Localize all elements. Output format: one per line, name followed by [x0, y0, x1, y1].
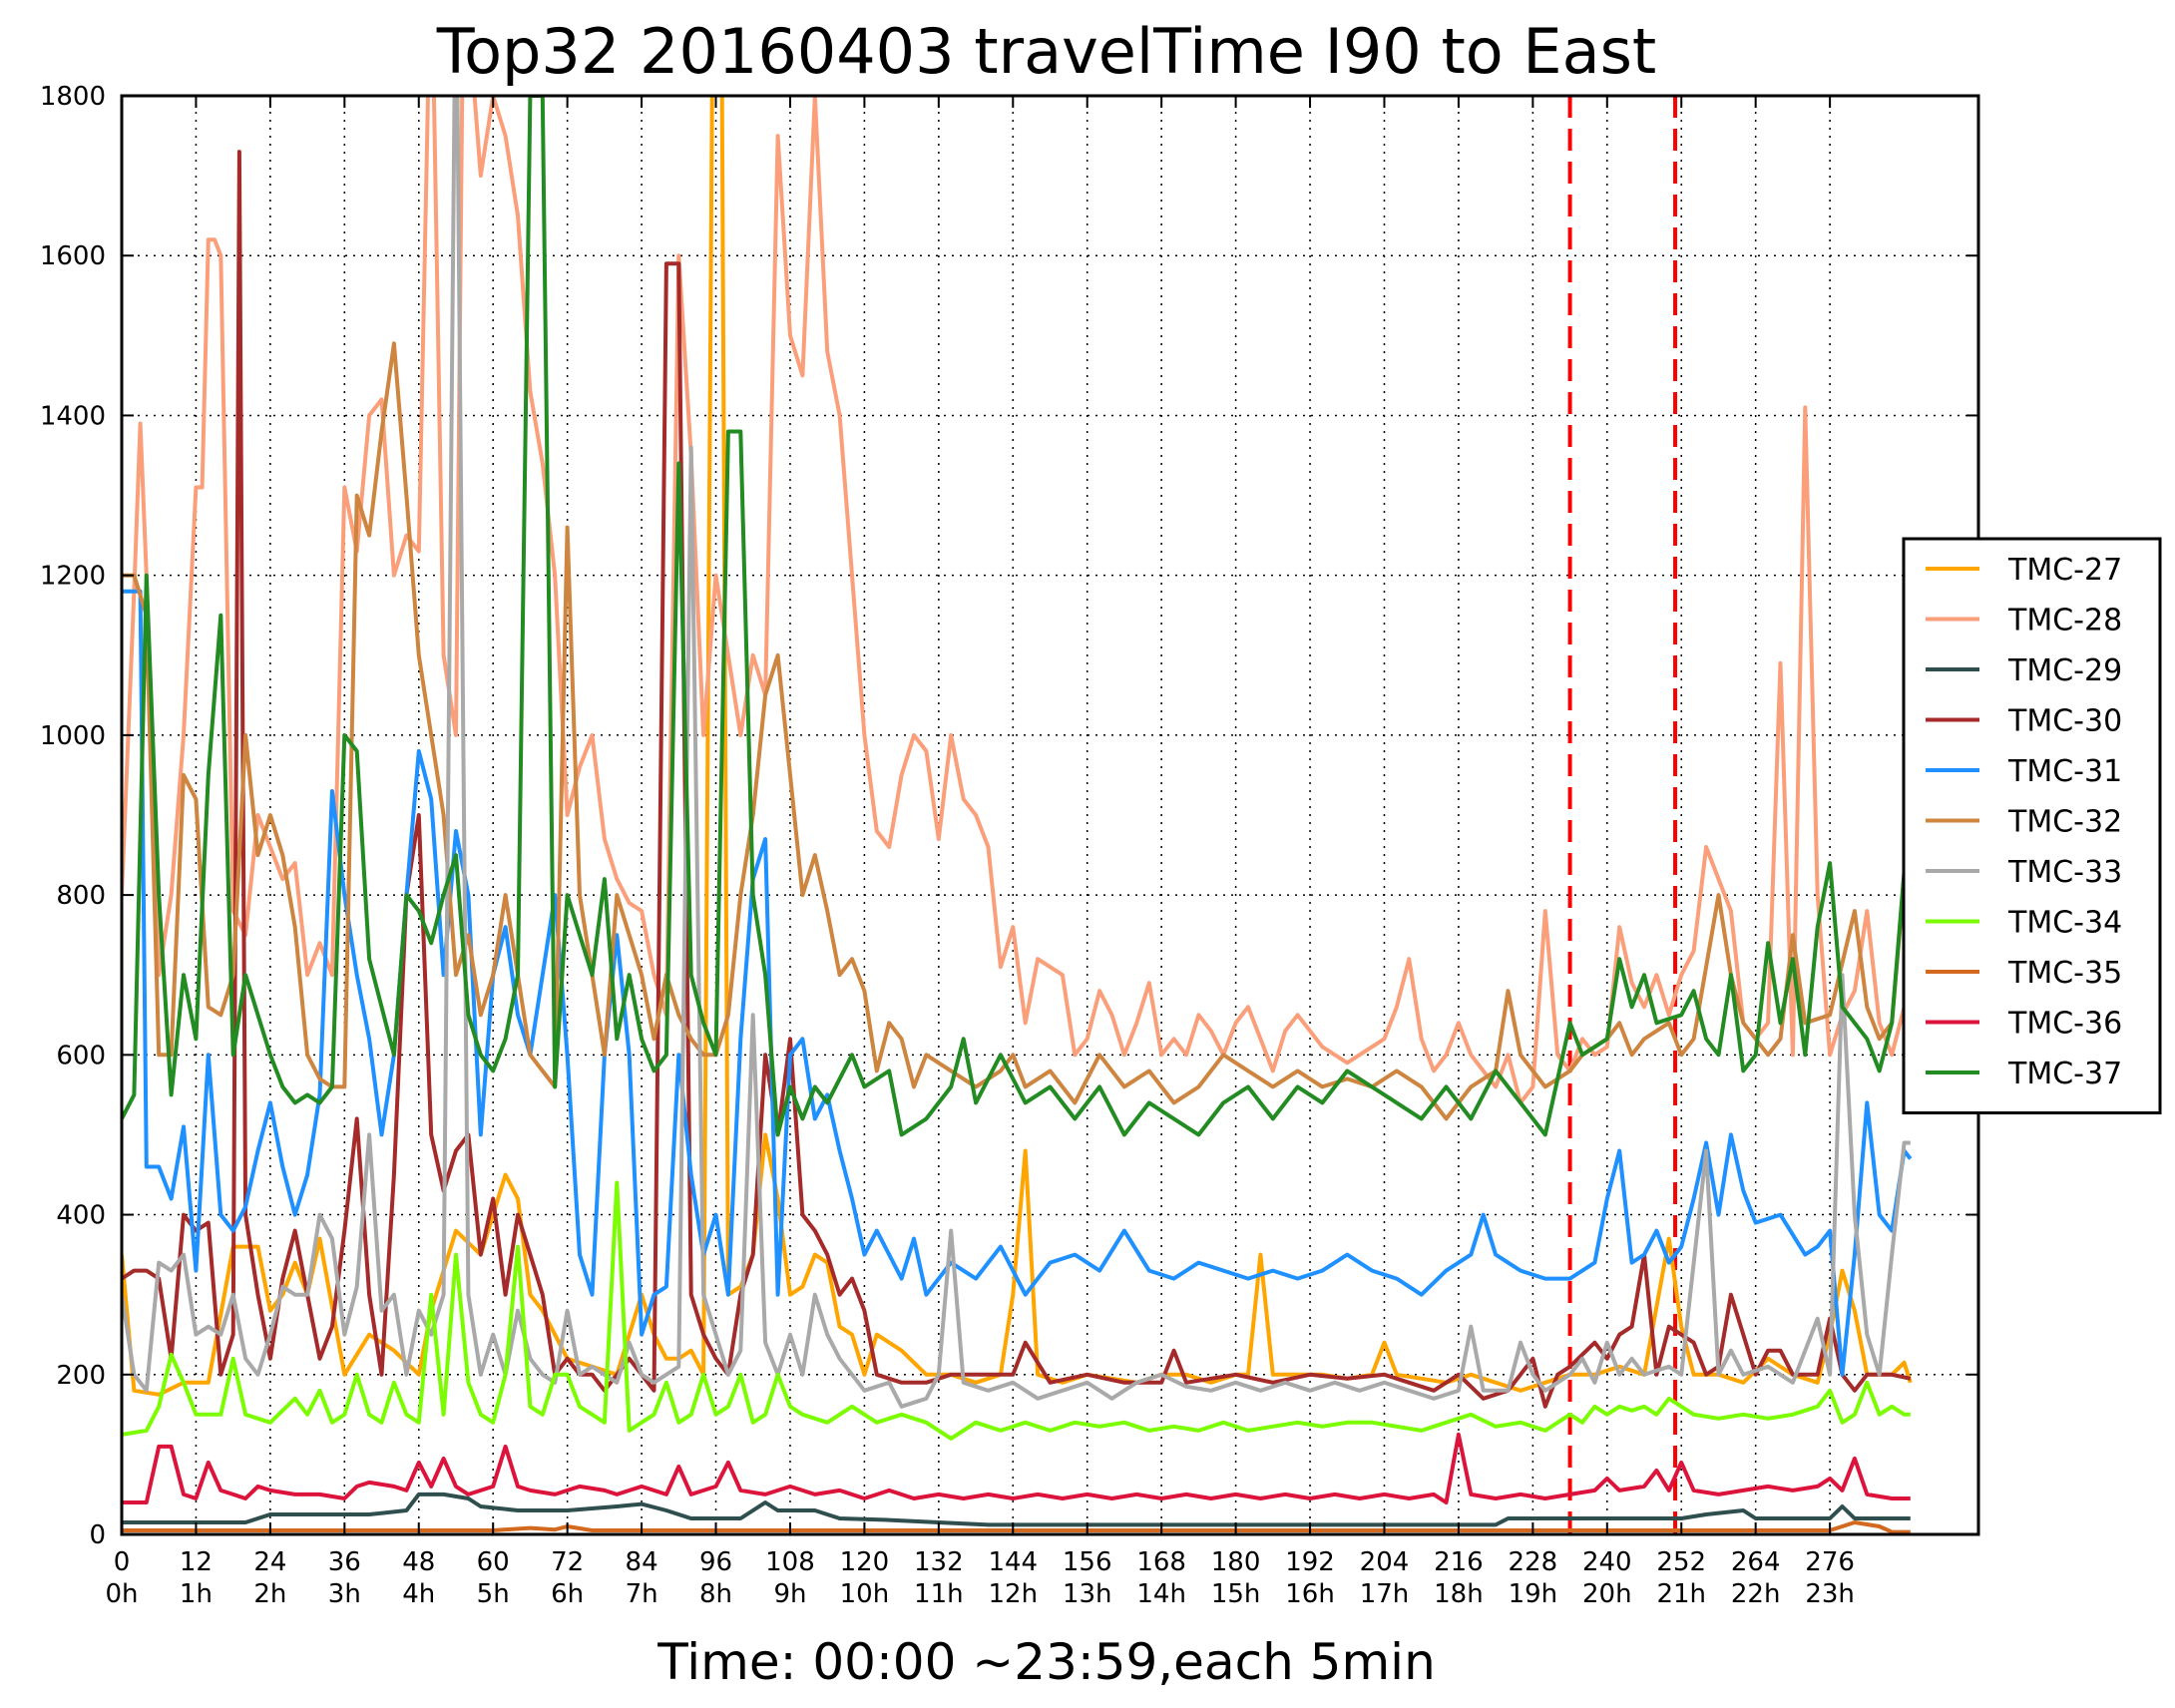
- chart-title: Top32 20160403 travelTime I90 to East: [436, 15, 1656, 88]
- x-tick-label: 96: [699, 1547, 732, 1577]
- x-tick-label-hour: 6h: [551, 1579, 584, 1609]
- x-tick-label-hour: 0h: [105, 1579, 138, 1609]
- x-tick-label-hour: 16h: [1285, 1579, 1335, 1609]
- y-tick-label: 1400: [40, 401, 106, 431]
- x-tick-label: 144: [988, 1547, 1038, 1577]
- y-tick-label: 1000: [40, 721, 106, 751]
- x-tick-label-hour: 17h: [1360, 1579, 1410, 1609]
- x-tick-label: 132: [914, 1547, 964, 1577]
- x-tick-label-hour: 18h: [1434, 1579, 1484, 1609]
- x-tick-label: 228: [1509, 1547, 1558, 1577]
- x-tick-label: 48: [402, 1547, 435, 1577]
- legend-label: TMC-32: [2007, 805, 2122, 840]
- y-tick-label: 1800: [40, 82, 106, 112]
- x-tick-label: 24: [253, 1547, 286, 1577]
- legend-label: TMC-35: [2007, 956, 2122, 991]
- legend-label: TMC-28: [2007, 604, 2122, 639]
- series-line-tmc-34: [122, 1180, 1911, 1441]
- x-tick-label-hour: 3h: [328, 1579, 361, 1609]
- x-tick-label-hour: 10h: [840, 1579, 890, 1609]
- series-line-tmc-29: [122, 1492, 1911, 1527]
- x-tick-label-hour: 15h: [1211, 1579, 1261, 1609]
- x-tick-label-hour: 21h: [1656, 1579, 1706, 1609]
- series-line-tmc-37: [122, 96, 1913, 1137]
- y-tick-label: 1200: [40, 562, 106, 592]
- series-line-tmc-30: [122, 150, 1912, 1409]
- x-tick-label-hour: 13h: [1063, 1579, 1112, 1609]
- x-tick-label: 264: [1731, 1547, 1781, 1577]
- x-tick-label-hour: 12h: [988, 1579, 1038, 1609]
- x-tick-label-hour: 23h: [1805, 1579, 1855, 1609]
- x-tick-label: 168: [1136, 1547, 1186, 1577]
- x-tick-label: 72: [551, 1547, 584, 1577]
- legend-label: TMC-36: [2007, 1007, 2122, 1042]
- y-tick-label: 400: [56, 1201, 106, 1231]
- series-line-tmc-32: [122, 341, 1913, 1121]
- x-tick-label-hour: 22h: [1731, 1579, 1781, 1609]
- x-tick-label-hour: 7h: [626, 1579, 658, 1609]
- x-tick-label-hour: 2h: [253, 1579, 286, 1609]
- series-line-tmc-27: [122, 96, 1913, 1397]
- legend-label: TMC-33: [2007, 855, 2122, 890]
- x-tick-label-hour: 1h: [180, 1579, 213, 1609]
- y-tick-label: 600: [56, 1041, 106, 1070]
- y-tick-label: 0: [89, 1520, 106, 1550]
- x-tick-label-hour: 11h: [914, 1579, 964, 1609]
- series-line-tmc-35: [122, 1520, 1911, 1534]
- series-line-tmc-33: [122, 96, 1911, 1409]
- y-tick-label: 800: [56, 881, 106, 911]
- x-tick-label-hour: 19h: [1509, 1579, 1558, 1609]
- axis-ticks: 00h121h242h363h484h605h726h847h968h1089h…: [40, 82, 1978, 1609]
- x-tick-label: 84: [626, 1547, 658, 1577]
- legend-box: [1902, 537, 2162, 1114]
- legend-label: TMC-29: [2007, 653, 2122, 688]
- x-tick-label: 276: [1805, 1547, 1855, 1577]
- y-tick-label: 1600: [40, 241, 106, 271]
- legend-label: TMC-34: [2007, 906, 2122, 941]
- x-tick-label: 156: [1063, 1547, 1112, 1577]
- x-tick-label: 204: [1360, 1547, 1410, 1577]
- series-line-tmc-36: [122, 1432, 1911, 1504]
- x-tick-label: 180: [1211, 1547, 1261, 1577]
- legend-label: TMC-37: [2007, 1057, 2122, 1091]
- x-tick-label: 252: [1656, 1547, 1706, 1577]
- x-tick-label-hour: 20h: [1582, 1579, 1632, 1609]
- x-tick-label: 192: [1285, 1547, 1335, 1577]
- y-tick-label: 200: [56, 1361, 106, 1391]
- x-tick-label-hour: 4h: [402, 1579, 435, 1609]
- legend-label: TMC-30: [2007, 704, 2122, 739]
- series-line-tmc-31: [122, 589, 1913, 1377]
- legend-label: TMC-27: [2007, 553, 2122, 588]
- x-tick-label: 12: [180, 1547, 213, 1577]
- legend-label: TMC-31: [2007, 754, 2122, 789]
- x-tick-label: 0: [114, 1547, 131, 1577]
- x-tick-label: 36: [328, 1547, 361, 1577]
- x-tick-label-hour: 8h: [699, 1579, 732, 1609]
- x-tick-label: 120: [840, 1547, 890, 1577]
- x-axis-label: Time: 00:00 ~23:59,each 5min: [656, 1633, 1436, 1691]
- x-tick-label: 108: [765, 1547, 815, 1577]
- series-lines: [122, 96, 1913, 1534]
- x-tick-label-hour: 14h: [1136, 1579, 1186, 1609]
- x-tick-label: 240: [1582, 1547, 1632, 1577]
- x-tick-label: 216: [1434, 1547, 1484, 1577]
- x-tick-label-hour: 9h: [773, 1579, 806, 1609]
- x-tick-label: 60: [477, 1547, 510, 1577]
- x-tick-label-hour: 5h: [477, 1579, 510, 1609]
- legend: TMC-27 TMC-28 TMC-29 TMC-30 TMC-31 TMC-32 TMC-…: [1902, 537, 2162, 1114]
